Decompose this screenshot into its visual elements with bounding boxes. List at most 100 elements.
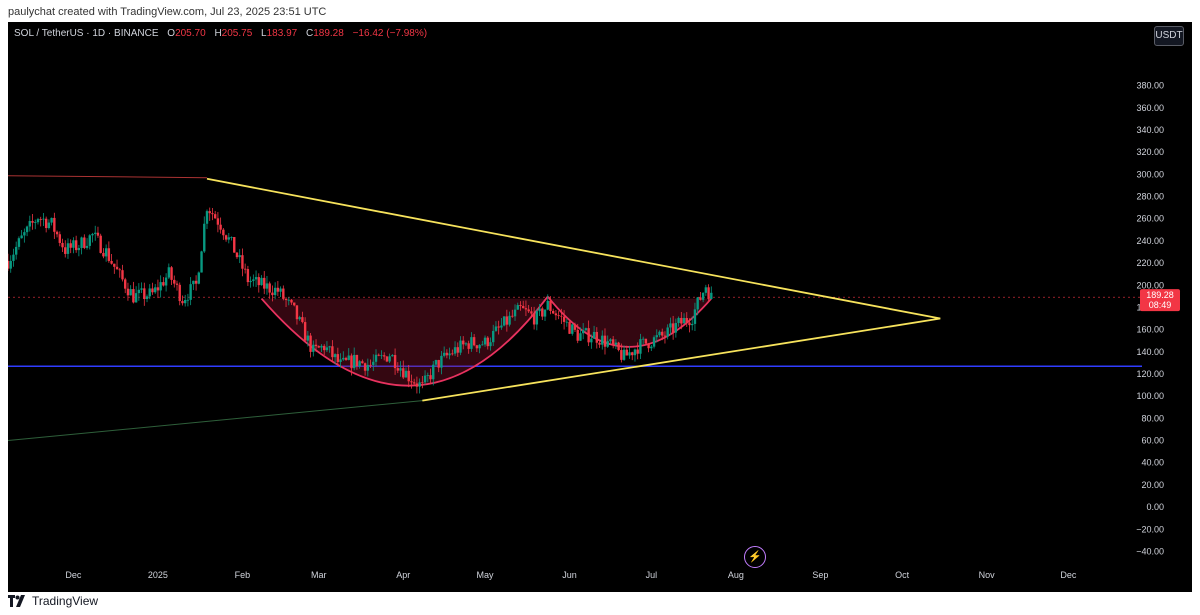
candle-body (55, 231, 59, 235)
candle-body (260, 277, 263, 286)
candle-body (590, 338, 593, 343)
y-tick-label: 0.00 (1146, 502, 1164, 512)
candle-body (69, 243, 72, 248)
candle-body (145, 296, 149, 300)
candle-body (622, 349, 626, 360)
candle-body (312, 344, 315, 352)
candle-body (421, 382, 424, 384)
resistance-line (8, 175, 208, 179)
candle-body (483, 337, 487, 345)
x-tick-label: May (477, 570, 495, 580)
chart-area[interactable]: 380.00 360.00 340.00 320.00 300.00 280.00 260.… (8, 22, 1192, 592)
candle-body (560, 315, 563, 317)
candle-body (502, 316, 506, 326)
candle-body (358, 361, 361, 367)
candle-body (64, 247, 67, 254)
close-value: 189.28 (313, 28, 344, 39)
x-tick-label: Dec (65, 570, 82, 580)
candle-body (410, 381, 413, 383)
candle-body (50, 217, 53, 223)
candle-body (366, 364, 370, 371)
candle-body (333, 354, 337, 358)
candle-body (388, 356, 391, 362)
candle-body (339, 359, 342, 362)
candle-body (628, 352, 631, 356)
candle-body (532, 313, 536, 325)
candle-body (99, 235, 102, 253)
candle-body (271, 292, 274, 296)
candle-body (516, 305, 519, 310)
candle-body (361, 361, 364, 364)
candle-body (511, 315, 514, 317)
y-tick-label: 260.00 (1136, 214, 1164, 224)
candle-body (445, 352, 449, 356)
candle-body (8, 260, 10, 269)
tradingview-logo-icon (8, 595, 25, 607)
candle-body (197, 272, 201, 284)
candle-body (80, 237, 83, 248)
candle-body (393, 355, 397, 369)
candle-body (303, 322, 307, 341)
candle-body (377, 354, 380, 356)
candle-body (295, 305, 299, 320)
candle-body (28, 221, 32, 227)
symbol-info-bar: SOL / TetherUS · 1D · BINANCE O205.70 H2… (14, 28, 427, 39)
candle-body (584, 328, 588, 331)
lightning-icon[interactable]: ⚡ (744, 546, 766, 568)
candle-body (652, 337, 656, 347)
price-chart[interactable]: 380.00 360.00 340.00 320.00 300.00 280.00 260.… (8, 22, 1192, 592)
candle-body (39, 219, 42, 220)
candle-body (601, 335, 604, 345)
x-tick-label: Nov (979, 570, 996, 580)
candle-body (391, 355, 394, 357)
candle-body (663, 335, 667, 337)
y-tick-label: 120.00 (1136, 369, 1164, 379)
y-tick-label: 380.00 (1136, 81, 1164, 91)
candle-body (440, 355, 443, 368)
candle-body (404, 370, 408, 378)
candle-body (200, 251, 203, 273)
candle-body (317, 346, 320, 348)
currency-button[interactable]: USDT (1154, 26, 1184, 46)
price-badge (1140, 289, 1180, 312)
candle-body (399, 368, 402, 371)
y-tick-label: 220.00 (1136, 258, 1164, 268)
high-value: 205.75 (221, 28, 253, 39)
y-tick-label: 40.00 (1141, 458, 1164, 468)
candle-body (412, 382, 416, 384)
candle-body (224, 235, 228, 240)
candle-body (489, 342, 492, 347)
candle-body (374, 354, 378, 362)
candle-body (382, 355, 386, 357)
candle-body (170, 267, 173, 280)
candle-body (164, 277, 168, 286)
candle-body (505, 316, 509, 325)
candle-body (500, 325, 503, 328)
candle-body (219, 224, 222, 230)
candle-body (347, 355, 350, 360)
open-value: 205.70 (175, 28, 206, 39)
symbol-name[interactable]: SOL / TetherUS · 1D · BINANCE (14, 28, 159, 39)
candle-body (173, 279, 176, 284)
candle-body (115, 266, 119, 270)
candle-body (194, 280, 198, 284)
candle-body (241, 255, 244, 269)
candle-body (475, 345, 479, 349)
candle-body (581, 330, 585, 334)
candle-body (429, 375, 432, 380)
candle-body (148, 288, 151, 297)
candle-body (77, 247, 81, 251)
candle-body (213, 214, 217, 219)
candle-body (641, 338, 645, 340)
x-tick-label: Jun (562, 570, 577, 580)
low-value: 183.97 (266, 28, 298, 39)
candle-body (293, 302, 296, 306)
candle-body (107, 248, 111, 261)
candle-body (61, 242, 64, 248)
wedge-upper-trendline (206, 177, 941, 320)
candle-body (467, 343, 470, 349)
candle-body (611, 339, 615, 345)
candle-body (355, 354, 359, 367)
candle-body (14, 246, 18, 255)
price-badge-value: 189.28 (1146, 290, 1174, 300)
